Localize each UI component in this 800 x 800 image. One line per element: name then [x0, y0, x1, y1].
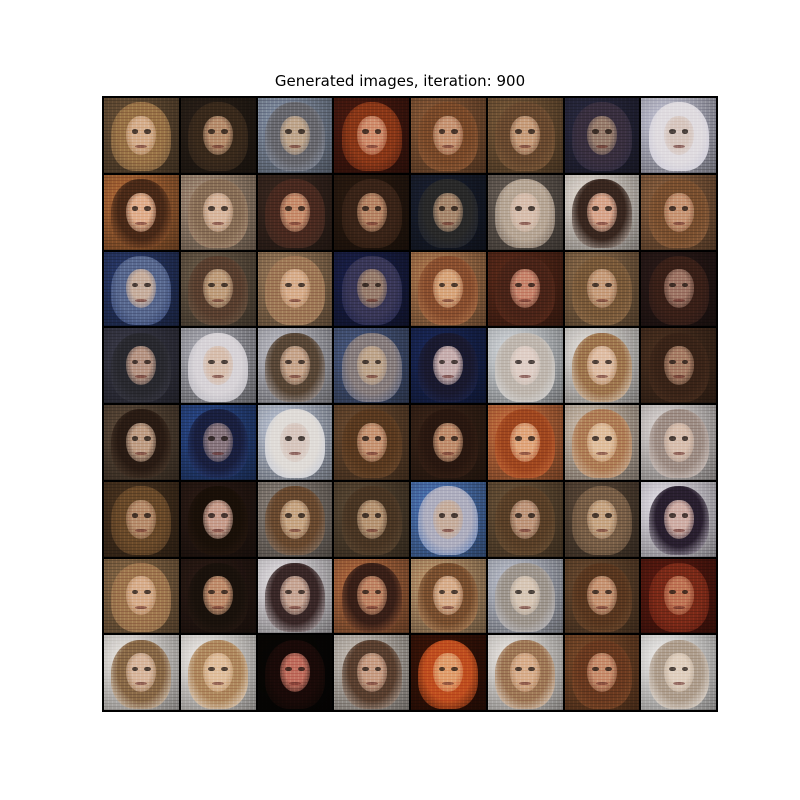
generated-image-tile [104, 328, 179, 403]
generated-image-tile [180, 405, 256, 480]
generated-image-tile [487, 405, 563, 480]
generated-image-tile [564, 328, 640, 403]
generated-image-tile [257, 98, 333, 173]
generated-image-tile [487, 481, 563, 557]
generated-image-tile [104, 481, 179, 557]
generated-image-tile [334, 251, 409, 327]
generated-image-tile [180, 174, 256, 250]
generated-image-tile [564, 174, 640, 250]
generated-image-tile [334, 405, 409, 480]
generated-image-tile [487, 328, 563, 403]
figure-title: Generated images, iteration: 900 [274, 72, 526, 90]
generated-image-tile [411, 558, 486, 634]
generated-image-tile [411, 328, 486, 403]
generated-image-tile [641, 635, 716, 710]
generated-image-tile [334, 98, 409, 173]
generated-image-tile [104, 251, 179, 327]
generated-image-tile [180, 98, 256, 173]
generated-image-tile [334, 635, 409, 710]
generated-image-tile [104, 174, 179, 250]
generated-image-tile [564, 405, 640, 480]
generated-image-tile [564, 481, 640, 557]
generated-image-tile [641, 405, 716, 480]
generated-image-tile [641, 558, 716, 634]
generated-image-tile [257, 635, 333, 710]
generated-image-tile [487, 635, 563, 710]
generated-image-tile [104, 98, 179, 173]
generated-image-tile [257, 558, 333, 634]
generated-image-tile [334, 328, 409, 403]
generated-image-tile [104, 635, 179, 710]
generated-image-tile [180, 635, 256, 710]
generated-image-tile [564, 98, 640, 173]
generated-image-tile [641, 481, 716, 557]
generated-image-tile [487, 174, 563, 250]
generated-image-tile [411, 98, 486, 173]
generated-image-tile [411, 251, 486, 327]
image-grid [102, 96, 718, 712]
generated-image-tile [104, 558, 179, 634]
generated-image-tile [564, 635, 640, 710]
generated-image-tile [411, 635, 486, 710]
generated-image-tile [257, 251, 333, 327]
generated-image-tile [257, 174, 333, 250]
generated-image-tile [334, 174, 409, 250]
generated-image-tile [180, 328, 256, 403]
generated-image-tile [180, 251, 256, 327]
generated-image-tile [564, 251, 640, 327]
generated-image-tile [564, 558, 640, 634]
generated-image-tile [257, 328, 333, 403]
generated-image-tile [411, 174, 486, 250]
generated-image-tile [104, 405, 179, 480]
generated-image-tile [487, 98, 563, 173]
generated-image-tile [641, 98, 716, 173]
generated-image-tile [641, 174, 716, 250]
generated-image-tile [180, 558, 256, 634]
generated-image-tile [411, 481, 486, 557]
generated-image-tile [411, 405, 486, 480]
generated-image-tile [257, 481, 333, 557]
generated-image-tile [180, 481, 256, 557]
generated-image-tile [487, 558, 563, 634]
generated-image-tile [257, 405, 333, 480]
generated-image-tile [334, 558, 409, 634]
generated-image-tile [334, 481, 409, 557]
generated-image-tile [487, 251, 563, 327]
generated-image-tile [641, 328, 716, 403]
generated-image-tile [641, 251, 716, 327]
